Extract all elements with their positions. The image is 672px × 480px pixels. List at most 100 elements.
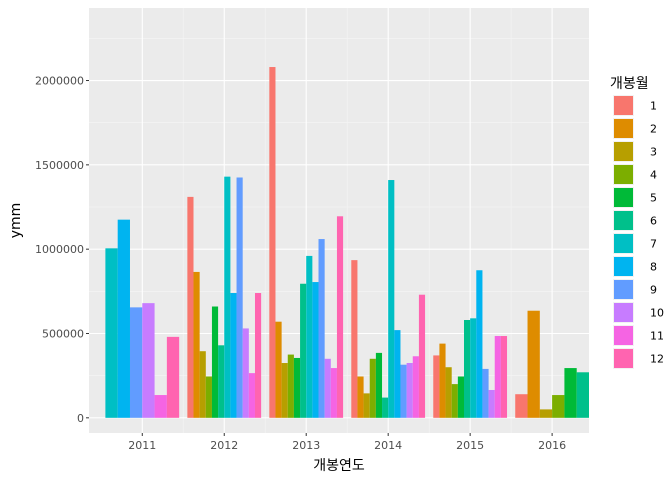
legend-label-4: 4: [650, 169, 657, 182]
bar-2016-2: [527, 310, 540, 418]
bar-2014-7: [388, 180, 395, 418]
x-tick-label: 2013: [292, 439, 320, 452]
bar-2012-2: [193, 271, 200, 418]
bar-2013-6: [300, 283, 307, 418]
legend-swatch-8: [614, 257, 633, 276]
legend-swatch-2: [614, 119, 633, 138]
bar-2015-9: [482, 368, 489, 418]
legend-label-7: 7: [650, 238, 657, 251]
bar-2013-1: [269, 67, 276, 418]
bar-2014-6: [382, 397, 389, 418]
x-tick-label: 2011: [128, 439, 156, 452]
bar-2014-9: [400, 364, 407, 418]
bar-2012-8: [230, 293, 237, 418]
legend-label-1: 1: [650, 100, 657, 113]
legend-label-8: 8: [650, 261, 657, 274]
legend-swatch-6: [614, 211, 633, 230]
bar-2015-6: [464, 320, 471, 418]
legend-label-12: 12: [650, 353, 664, 366]
bar-2015-12: [500, 336, 508, 418]
bar-2016-3: [539, 409, 553, 418]
bar-2013-11: [330, 368, 337, 418]
bar-2013-4: [287, 354, 294, 418]
bar-2013-9: [318, 239, 325, 418]
bar-2012-10: [242, 328, 249, 418]
bar-2015-3: [445, 367, 452, 418]
legend-label-6: 6: [650, 215, 657, 228]
bar-2013-7: [306, 255, 313, 418]
legend-swatch-12: [614, 349, 633, 368]
bar-2014-12: [418, 294, 426, 418]
bar-2011-9: [129, 307, 143, 418]
bar-2013-8: [312, 282, 319, 418]
legend-label-2: 2: [650, 123, 657, 136]
legend-label-5: 5: [650, 192, 657, 205]
bar-2015-7: [470, 318, 477, 418]
legend-swatch-4: [614, 165, 633, 184]
x-tick-label: 2016: [538, 439, 566, 452]
x-axis-title: 개봉연도: [313, 458, 365, 474]
bar-2014-3: [363, 393, 370, 418]
bar-2012-5: [211, 306, 219, 418]
legend-swatch-3: [614, 142, 633, 161]
y-axis: 0 500000 1000000 1500000 2000000: [35, 75, 89, 425]
bar-2013-3: [281, 363, 288, 418]
bar-2016-5: [564, 368, 577, 418]
legend-swatch-11: [614, 326, 633, 345]
legend-swatch-1: [614, 96, 633, 115]
bar-2012-4: [205, 376, 212, 418]
bar-2012-1: [187, 196, 194, 418]
bar-2014-11: [412, 356, 419, 418]
bar-2014-5: [375, 352, 383, 418]
y-axis-title: ymm: [8, 203, 24, 239]
bar-2013-10: [324, 358, 331, 418]
bar-2012-11: [248, 373, 255, 418]
bar-2014-2: [357, 376, 364, 418]
bar-2014-8: [394, 330, 401, 418]
x-axis: 2011 2012 2013 2014 2015 2016: [128, 433, 566, 452]
x-tick-label: 2015: [456, 439, 484, 452]
legend-label-10: 10: [650, 307, 664, 320]
bar-2015-11: [494, 336, 501, 418]
y-tick-label: 500000: [42, 327, 84, 340]
y-tick-label: 2000000: [35, 75, 84, 88]
y-tick-label: 0: [77, 412, 84, 425]
bar-2012-7: [224, 176, 231, 418]
legend-swatch-7: [614, 234, 633, 253]
x-tick-label: 2014: [374, 439, 402, 452]
bar-2015-4: [451, 384, 458, 418]
legend-swatch-5: [614, 188, 633, 207]
bar-2015-8: [476, 270, 483, 418]
bar-2011-7: [105, 248, 118, 418]
bar-2014-4: [369, 358, 376, 418]
bar-2015-2: [439, 343, 446, 418]
bar-2011-8: [117, 219, 130, 418]
x-tick-label: 2012: [210, 439, 238, 452]
bar-2016-1: [515, 394, 528, 418]
legend-title: 개봉월: [610, 76, 649, 92]
bar-2012-12: [254, 293, 262, 418]
bar-2012-6: [218, 345, 225, 418]
bar-2012-9: [236, 177, 243, 418]
bar-2013-2: [275, 321, 282, 418]
bar-2016-6: [576, 372, 589, 418]
bar-2015-1: [433, 355, 440, 418]
legend-label-11: 11: [650, 330, 664, 343]
bars: [105, 67, 589, 418]
bar-2015-5: [457, 376, 464, 418]
bar-2011-12: [166, 336, 180, 418]
bar-2013-5: [293, 357, 301, 418]
y-tick-label: 1000000: [35, 243, 84, 256]
legend-label-3: 3: [650, 146, 657, 159]
bar-2015-10: [488, 389, 495, 418]
legend-swatch-10: [614, 303, 633, 322]
bar-2014-10: [406, 363, 413, 418]
bar-2016-4: [552, 395, 565, 418]
legend-label-9: 9: [650, 284, 657, 297]
bar-2011-11: [154, 395, 167, 418]
bar-2013-12: [336, 216, 344, 418]
bar-2012-3: [199, 351, 206, 418]
bar-2014-1: [351, 260, 358, 418]
